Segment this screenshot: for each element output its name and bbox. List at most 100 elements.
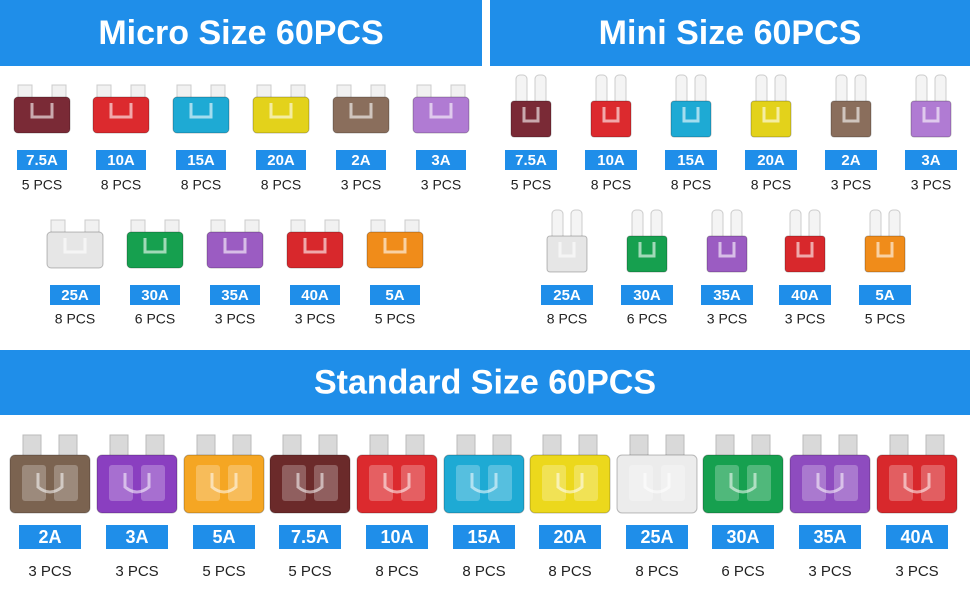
count-label: 3 PCS [808,563,851,580]
count-label: 6 PCS [135,311,175,327]
rating-badge [193,525,255,549]
fuse-icon [252,84,310,134]
fuse-window [314,465,338,501]
fuse-element [349,103,373,119]
fuse-window [802,465,826,501]
fuse-body [546,235,588,273]
fuse-element [429,103,453,119]
rating-label: 5A [875,287,894,304]
count-label: 5 PCS [511,177,551,193]
rating-badge [279,525,341,549]
fuse-icon [830,74,872,138]
fuse-body [9,454,91,514]
fuse-body [750,100,792,138]
rating-badge [96,150,146,170]
rating-label: 30A [726,527,759,547]
fuse-body [366,231,424,269]
rating-label: 20A [267,152,295,169]
rating-badge [799,525,861,549]
fuse-element [922,107,940,123]
fuse-element [638,242,656,258]
count-label: 5 PCS [865,311,905,327]
fuse-body [172,96,230,134]
fuse-body [702,454,784,514]
rating-badge [712,525,774,549]
rating-label: 2A [841,152,860,169]
count-label: 3 PCS [341,177,381,193]
rating-label: 30A [633,287,661,304]
count-label: 5 PCS [22,177,62,193]
fuse-body [789,454,871,514]
fuse-element [903,473,931,494]
fuse-window [456,465,480,501]
fuse-icon [356,434,438,514]
count-label: 3 PCS [215,311,255,327]
fuse-body [92,96,150,134]
rating-label: 35A [813,527,846,547]
rating-label: 7.5A [515,152,547,169]
fuse-element [842,107,860,123]
rating-label: 30A [141,287,169,304]
fuse-element [36,473,64,494]
fuse-icon [286,219,344,269]
count-label: 8 PCS [101,177,141,193]
fuse-body [46,231,104,269]
fuse-element [729,473,757,494]
fuse-icon [510,74,552,138]
fuse-icon [876,434,958,514]
fuse-icon [269,434,351,514]
rating-label: 25A [61,287,89,304]
fuse-window [715,465,739,501]
fuse-icon [706,209,748,273]
rating-label: 20A [757,152,785,169]
rating-badge [626,525,688,549]
fuse-icon [126,219,184,269]
count-label: 8 PCS [462,563,505,580]
fuse-body [126,231,184,269]
fuse-icon [92,84,150,134]
fuse-element [522,107,540,123]
count-label: 8 PCS [181,177,221,193]
rating-badge [745,150,797,170]
rating-label: 3A [921,152,940,169]
fuse-element [558,242,576,258]
fuse-window [542,465,566,501]
fuse-element [556,473,584,494]
fuse-window [834,465,858,501]
fuse-icon [529,434,611,514]
fuse-window [661,465,685,501]
fuse-icon [784,209,826,273]
fuse-icon [750,74,792,138]
count-label: 8 PCS [671,177,711,193]
section-header [490,0,970,66]
rating-badge [176,150,226,170]
fuse-body [13,96,71,134]
fuse-window [22,465,46,501]
count-label: 3 PCS [28,563,71,580]
fuse-icon [670,74,712,138]
rating-badge [106,525,168,549]
fuse-icon [864,209,906,273]
section-title: Mini Size 60PCS [599,14,862,52]
count-label: 3 PCS [295,311,335,327]
rating-badge [859,285,911,305]
fuse-element [682,107,700,123]
rating-badge [210,285,260,305]
rating-badge [779,285,831,305]
rating-badge [366,525,428,549]
rating-label: 35A [713,287,741,304]
fuse-window [629,465,653,501]
fuse-element [602,107,620,123]
fuse-icon [590,74,632,138]
fuse-body [183,454,265,514]
fuse-element [303,238,327,254]
fuse-element [718,242,736,258]
count-label: 5 PCS [375,311,415,327]
fuse-body [96,454,178,514]
rating-label: 15A [467,527,500,547]
rating-label: 25A [640,527,673,547]
count-label: 8 PCS [635,563,678,580]
fuse-element [816,473,844,494]
count-label: 6 PCS [627,311,667,327]
